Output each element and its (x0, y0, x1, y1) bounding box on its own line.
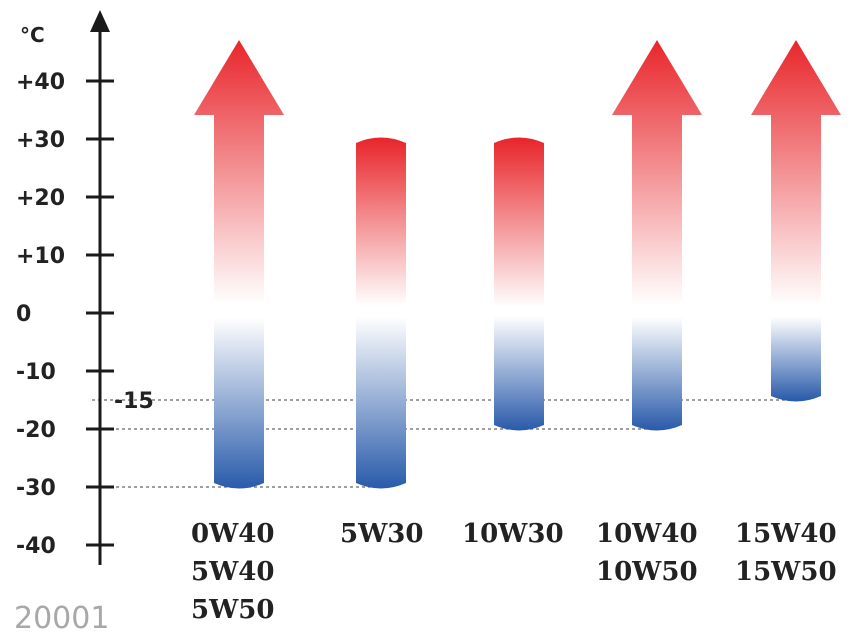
y-tick-label: -10 (16, 360, 56, 385)
y-tick-label: 0 (16, 302, 31, 327)
bar-arrow (612, 40, 702, 431)
bar-arrow (751, 40, 841, 402)
y-tick-label: +20 (16, 186, 65, 211)
y-tick-label: +30 (16, 128, 65, 153)
category-label: 5W30 (340, 519, 423, 549)
category-label: 5W50 (191, 595, 274, 625)
axis-arrow-icon (90, 10, 110, 32)
temperature-bar (751, 40, 841, 402)
category-label: 5W40 (191, 557, 274, 587)
bars (194, 40, 841, 489)
image-code: 20001 (14, 601, 109, 634)
temperature-bar (194, 40, 284, 489)
category-label: 0W40 (191, 519, 274, 549)
y-tick-label: -30 (16, 476, 56, 501)
y-unit-label: °C (20, 23, 45, 47)
category-label: 10W50 (596, 557, 698, 587)
bar-body (356, 137, 406, 489)
bar-body (494, 137, 544, 431)
temperature-bar (356, 137, 406, 489)
category-label: 10W40 (596, 519, 698, 549)
category-label: 15W50 (735, 557, 837, 587)
y-tick-label: +10 (16, 244, 65, 269)
category-label: 10W30 (462, 519, 564, 549)
temperature-bar (494, 137, 544, 431)
y-tick-label: +40 (16, 70, 65, 95)
category-labels: 0W40 5W40 5W50 5W30 10W30 10W40 10W50 15W40 15W5… (191, 519, 837, 625)
y-axis: °C +40 +30 +20 +10 0 -10 -20 -30 -40 (16, 10, 114, 565)
reference-line-label: -15 (114, 389, 154, 414)
y-tick-label: -40 (16, 534, 56, 559)
reference-lines: -15 (92, 389, 796, 488)
bar-arrow (194, 40, 284, 489)
temperature-bar (612, 40, 702, 431)
category-label: 15W40 (735, 519, 837, 549)
y-tick-label: -20 (16, 418, 56, 443)
